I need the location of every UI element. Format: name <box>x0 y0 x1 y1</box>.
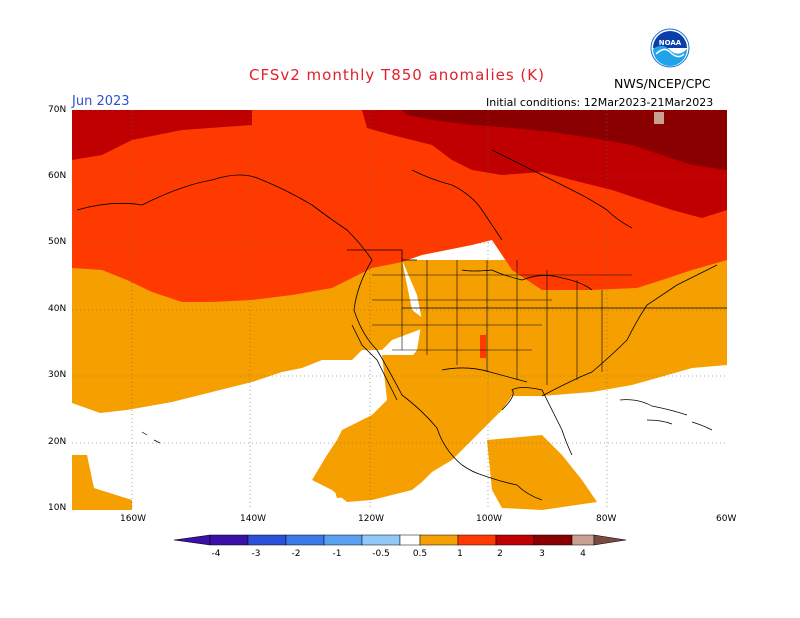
anomaly-region-2-3 <box>402 110 727 170</box>
anomaly-region-0-5-1 <box>72 455 132 510</box>
lat-label: 10N <box>48 503 67 513</box>
lon-label: 120W <box>358 514 385 524</box>
anomaly-region-0-5-1 <box>328 355 442 498</box>
legend-swatch <box>285 534 325 546</box>
color-legend: -4 -3 -2 -1 -0.5 0.5 1 2 3 4 <box>173 534 627 559</box>
anomaly-region-over-4 <box>654 112 664 124</box>
islands <box>141 399 713 444</box>
legend-swatch <box>173 534 211 546</box>
graticule <box>72 110 727 510</box>
lat-label: 30N <box>48 370 67 380</box>
legend-label: -4 <box>212 549 221 559</box>
legend-label: 1 <box>457 549 463 559</box>
lat-label: 60N <box>48 171 67 181</box>
legend-swatch <box>457 534 497 546</box>
legend-swatch <box>209 534 249 546</box>
legend-label: -1 <box>333 549 342 559</box>
lon-label: 80W <box>596 514 617 524</box>
lat-label: 40N <box>48 304 67 314</box>
legend-swatch <box>593 534 627 546</box>
anomaly-region-1-2 <box>480 335 486 358</box>
anomaly-map <box>72 110 727 510</box>
lon-label: 140W <box>240 514 267 524</box>
legend-swatch <box>399 534 421 546</box>
lat-label: 70N <box>48 105 67 115</box>
initial-conditions: Initial conditions: 12Mar2023-21Mar2023 <box>486 96 714 109</box>
legend-label: -2 <box>292 549 301 559</box>
noaa-logo: NOAA <box>650 28 690 68</box>
noaa-logo-text: NOAA <box>659 39 682 47</box>
state-borders <box>372 260 632 385</box>
lat-label: 20N <box>48 437 67 447</box>
legend-label: 4 <box>580 549 586 559</box>
legend-swatch <box>533 534 573 546</box>
anomaly-region-0-5-1 <box>487 435 597 510</box>
forecast-month: Jun 2023 <box>72 94 130 109</box>
legend-label: -0.5 <box>372 549 390 559</box>
coastlines <box>76 149 727 501</box>
lon-label: 100W <box>476 514 503 524</box>
legend-swatch <box>323 534 363 546</box>
legend-label: 0.5 <box>413 549 427 559</box>
lat-label: 50N <box>48 237 67 247</box>
legend-swatch <box>247 534 287 546</box>
map-title: CFSv2 monthly T850 anomalies (K) <box>249 66 545 84</box>
legend-label: -3 <box>252 549 261 559</box>
lon-label: 160W <box>120 514 147 524</box>
legend-label: 2 <box>497 549 503 559</box>
legend-swatch <box>571 534 595 546</box>
lon-label: 60W <box>716 514 737 524</box>
anomaly-region-1-2 <box>592 220 727 268</box>
legend-swatch <box>419 534 459 546</box>
legend-label: 3 <box>539 549 545 559</box>
legend-swatch <box>495 534 535 546</box>
legend-swatch <box>361 534 401 546</box>
agency-label: NWS/NCEP/CPC <box>614 76 711 91</box>
anomaly-region-2-3 <box>72 110 727 218</box>
